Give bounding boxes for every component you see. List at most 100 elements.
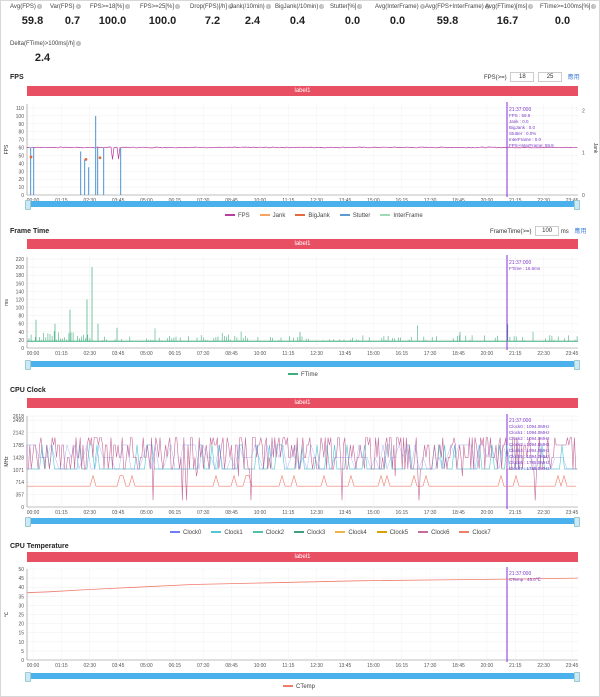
help-icon[interactable]: ? xyxy=(36,4,42,9)
legend-item-clock0[interactable]: Clock0 xyxy=(170,530,201,536)
x-tick-label: 06:15 xyxy=(169,663,182,669)
y-axis-label: FPS xyxy=(4,144,10,154)
legend-item-clock2[interactable]: Clock2 xyxy=(252,530,284,536)
x-tick-label: 12:30 xyxy=(310,510,323,516)
help-icon[interactable]: ? xyxy=(75,4,81,9)
y-tick-label: 200 xyxy=(16,265,25,271)
frametime-threshold-input[interactable]: 100 xyxy=(535,226,560,237)
frametime-chart[interactable]: 0 20 40 60 80 100 120 140 160 180 200 220 ms 00:00 01:… xyxy=(0,251,600,363)
frametime-label-banner: label1 xyxy=(27,239,578,249)
legend-swatch xyxy=(170,531,180,534)
temperature-slider-handle-left[interactable] xyxy=(25,672,31,682)
help-icon[interactable]: ? xyxy=(319,4,325,9)
legend-item-ctemp[interactable]: CTemp xyxy=(283,684,315,690)
stutter-bar xyxy=(88,167,90,195)
cpu-zoom-slider[interactable] xyxy=(25,517,580,527)
x-tick-label: 15:00 xyxy=(367,351,380,357)
frametime-slider-handle-right[interactable] xyxy=(574,360,580,370)
stat-label: Avg(InterFrame)? xyxy=(375,4,425,11)
stutter-bar xyxy=(30,147,32,195)
legend-item-clock6[interactable]: Clock6 xyxy=(418,530,449,536)
cpu-label-banner: label1 xyxy=(27,398,578,408)
legend-item-fps[interactable]: FPS xyxy=(225,213,250,219)
legend-item-clock4[interactable]: Clock4 xyxy=(335,530,367,536)
stat-label: Stutter[%]? xyxy=(330,4,363,11)
stat-7: Stutter[%]? 0.0 xyxy=(330,4,390,27)
legend-label: Clock0 xyxy=(183,530,202,536)
cpu-slider-handle-right[interactable] xyxy=(574,517,580,527)
fps-threshold-input-1[interactable]: 18 xyxy=(510,72,535,83)
cpu-legend: Clock0 Clock1 Clock2 Clock3 Clock4 Clock5 Cloc… xyxy=(170,530,501,536)
fps-threshold-input-2[interactable]: 25 xyxy=(538,72,563,83)
temperature-slider-handle-right[interactable] xyxy=(574,672,580,682)
help-icon[interactable]: ? xyxy=(125,4,131,9)
temperature-legend: CTemp xyxy=(283,684,325,690)
help-icon[interactable]: ? xyxy=(484,4,490,9)
y-tick-label: 60 xyxy=(18,146,24,152)
legend-item-jank[interactable]: Jank xyxy=(259,213,285,219)
x-tick-label: 03:45 xyxy=(112,351,125,357)
x-tick-label: 23:45 xyxy=(566,663,579,669)
cpu-slider-handle-left[interactable] xyxy=(25,517,31,527)
stat-label: Avg(FPS+InterFrame)? xyxy=(425,4,490,11)
legend-item-stutter[interactable]: Stutter xyxy=(339,213,370,219)
cursor-tooltip-line: 21:37:000 xyxy=(509,418,531,424)
help-icon[interactable]: ? xyxy=(528,4,534,9)
x-tick-label: 05:00 xyxy=(140,510,153,516)
y-axis-label: ℃ xyxy=(4,611,10,617)
legend-item-clock3[interactable]: Clock3 xyxy=(294,530,325,536)
stutter-bar xyxy=(97,147,99,195)
legend-item-bigjank[interactable]: BigJank xyxy=(295,213,330,219)
y-tick-label: 30 xyxy=(18,169,24,175)
frametime-apply-button[interactable]: 應用 xyxy=(574,229,587,235)
legend-label: Clock6 xyxy=(431,530,450,536)
stat-value: 0.4 xyxy=(289,15,306,28)
bigjank-marker xyxy=(84,157,88,161)
y-tick-label: 160 xyxy=(16,281,25,287)
x-tick-label: 22:30 xyxy=(537,663,550,669)
frametime-slider-handle-left[interactable] xyxy=(25,360,31,370)
help-icon[interactable]: ? xyxy=(175,4,181,9)
help-icon[interactable]: ? xyxy=(591,4,597,9)
legend-item-clock1[interactable]: Clock1 xyxy=(211,530,243,536)
legend-item-ftime[interactable]: FTime xyxy=(288,372,318,378)
legend-item-interframe[interactable]: InterFrame xyxy=(380,213,423,219)
x-tick-label: 16:15 xyxy=(396,663,409,669)
fps-slider-handle-right[interactable] xyxy=(574,200,580,210)
legend-item-clock5[interactable]: Clock5 xyxy=(376,530,408,536)
stat-value: 100.0 xyxy=(148,15,177,28)
help-icon[interactable]: ? xyxy=(357,4,363,9)
help-icon[interactable]: ? xyxy=(265,4,271,9)
cursor-tooltip-line: Clock3 : 1094.0MHz xyxy=(509,442,550,447)
temperature-zoom-slider[interactable] xyxy=(25,672,580,682)
fps-chart[interactable]: 0102030405060708090100110FPS00:0001:1502… xyxy=(0,98,600,210)
fps-apply-button[interactable]: 應用 xyxy=(567,75,580,81)
y-tick-label: 180 xyxy=(16,273,25,279)
temperature-chart[interactable]: 0 5 10 15 20 25 30 35 40 45 50 ℃ 00:00 01:15 02:30 03:4… xyxy=(0,563,600,675)
y-tick-label: 40 xyxy=(18,585,24,591)
help-icon[interactable]: ? xyxy=(75,41,81,46)
x-tick-label: 13:45 xyxy=(339,351,352,357)
legend-swatch xyxy=(211,531,222,534)
x-tick-label: 20:00 xyxy=(481,663,494,669)
legend-swatch xyxy=(459,531,470,534)
legend-item-clock7[interactable]: Clock7 xyxy=(459,530,491,536)
x-tick-label: 07:30 xyxy=(197,351,210,357)
stat-label: Avg(FTime)[ms]? xyxy=(485,4,534,11)
x-tick-label: 21:15 xyxy=(509,351,522,357)
fps-slider-handle-left[interactable] xyxy=(25,200,31,210)
x-tick-label: 21:15 xyxy=(509,663,522,669)
stat-value: 16.7 xyxy=(496,15,519,28)
frametime-zoom-slider[interactable] xyxy=(25,360,580,370)
y-tick-label: 50 xyxy=(18,153,24,159)
help-icon[interactable]: ? xyxy=(419,4,425,9)
legend-label: InterFrame xyxy=(393,213,423,219)
x-tick-label: 18:45 xyxy=(452,351,465,357)
help-icon[interactable]: ? xyxy=(228,4,234,9)
x-tick-label: 17:30 xyxy=(424,510,437,516)
legend-swatch xyxy=(288,373,298,376)
fps-zoom-slider[interactable] xyxy=(25,200,580,210)
y-tick-label: 140 xyxy=(16,289,25,295)
legend-label: Clock7 xyxy=(472,530,491,536)
